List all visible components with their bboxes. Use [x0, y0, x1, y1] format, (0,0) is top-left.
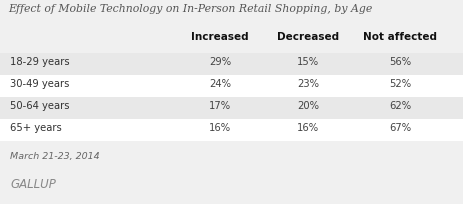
Text: 65+ years: 65+ years	[10, 122, 62, 132]
Text: Decreased: Decreased	[276, 32, 338, 42]
Text: 17%: 17%	[208, 101, 231, 110]
Text: 24%: 24%	[208, 79, 231, 89]
Text: 52%: 52%	[388, 79, 410, 89]
Text: 62%: 62%	[388, 101, 410, 110]
Text: 16%: 16%	[296, 122, 319, 132]
Text: Not affected: Not affected	[362, 32, 436, 42]
Text: Effect of Mobile Technology on In-Person Retail Shopping, by Age: Effect of Mobile Technology on In-Person…	[8, 4, 371, 14]
Text: 16%: 16%	[208, 122, 231, 132]
Text: 50-64 years: 50-64 years	[10, 101, 69, 110]
Text: 18-29 years: 18-29 years	[10, 57, 69, 67]
Text: GALLUP: GALLUP	[10, 177, 56, 190]
Text: 15%: 15%	[296, 57, 319, 67]
Text: 29%: 29%	[208, 57, 231, 67]
Text: 20%: 20%	[296, 101, 319, 110]
Text: 30-49 years: 30-49 years	[10, 79, 69, 89]
Text: Increased: Increased	[191, 32, 248, 42]
Text: 23%: 23%	[296, 79, 319, 89]
Text: March 21-23, 2014: March 21-23, 2014	[10, 151, 100, 160]
Text: 67%: 67%	[388, 122, 410, 132]
Text: 56%: 56%	[388, 57, 410, 67]
